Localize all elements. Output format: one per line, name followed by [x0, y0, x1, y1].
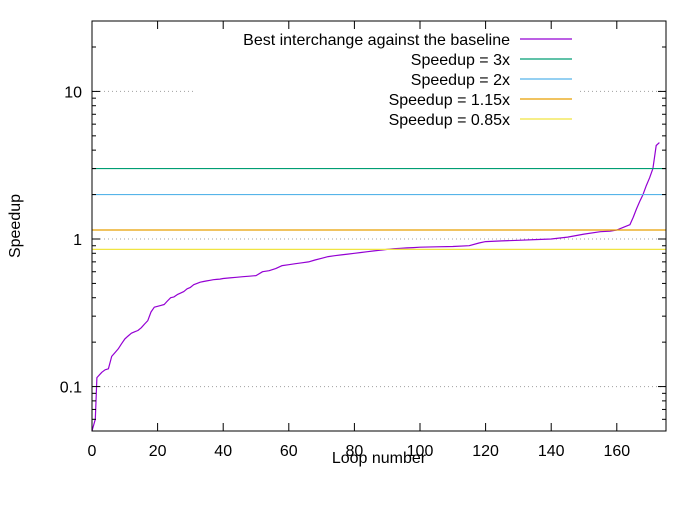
- legend-label: Speedup = 2x: [411, 72, 510, 89]
- y-tick-label: 0.1: [60, 380, 82, 397]
- legend-background: [196, 49, 580, 69]
- legend-label: Speedup = 1.15x: [389, 92, 510, 109]
- x-tick-label: 80: [346, 443, 364, 460]
- legend: Best interchange against the baseline Spe…: [196, 29, 580, 129]
- x-tick-label: 160: [603, 443, 630, 460]
- legend-label: Speedup = 0.85x: [389, 112, 510, 129]
- series-layer: [91, 142, 666, 432]
- x-tick-label: 60: [280, 443, 298, 460]
- x-axis-label: Loop number: [332, 450, 427, 467]
- speedup-curve: [91, 142, 660, 432]
- ticks-layer: 0 20 40 60 80 100 120 140 160 0.1 1 10: [60, 21, 666, 460]
- x-tick-label: 140: [538, 443, 565, 460]
- x-tick-label: 100: [407, 443, 434, 460]
- x-tick-label: 0: [88, 443, 97, 460]
- x-tick-label: 120: [472, 443, 499, 460]
- y-tick-label: 1: [73, 232, 82, 249]
- x-tick-label: 20: [149, 443, 167, 460]
- legend-background: [196, 89, 580, 109]
- legend-background: [196, 29, 580, 49]
- legend-background: [196, 69, 580, 89]
- plot-frame: [91, 20, 667, 432]
- x-tick-label: 40: [214, 443, 232, 460]
- legend-background: [196, 109, 580, 129]
- legend-label: Best interchange against the baseline: [243, 32, 510, 49]
- legend-label: Speedup = 3x: [411, 52, 510, 69]
- y-axis-label: Speedup: [7, 194, 24, 258]
- y-tick-label: 10: [64, 84, 82, 101]
- grid-layer: [92, 90, 666, 388]
